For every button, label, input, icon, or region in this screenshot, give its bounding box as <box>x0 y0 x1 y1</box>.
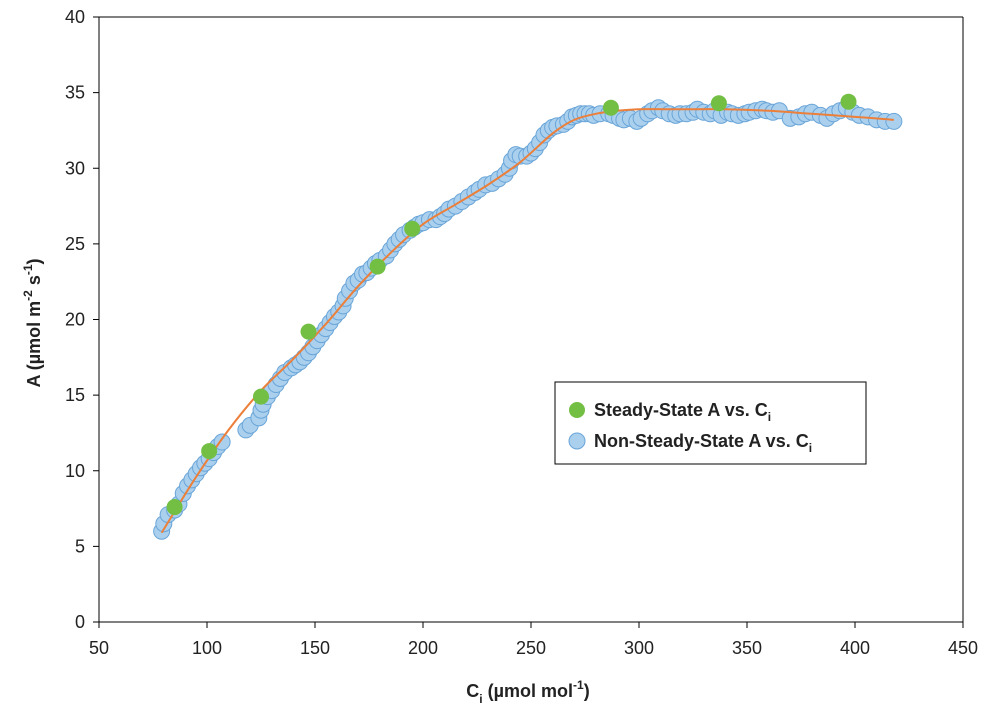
y-tick-label: 35 <box>65 83 85 103</box>
steady-point <box>201 443 218 460</box>
legend-steady-label: Steady-State A vs. Ci <box>594 400 771 424</box>
legend-steady-marker <box>569 402 585 418</box>
y-tick-label: 10 <box>65 461 85 481</box>
steady-point <box>710 95 727 112</box>
legend-nonsteady-marker <box>568 432 586 450</box>
fit-line <box>160 108 894 534</box>
y-tick-label: 5 <box>75 536 85 556</box>
legend-nonsteady-label: Non-Steady-State A vs. Ci <box>594 431 812 455</box>
steady-state-series <box>166 93 857 516</box>
x-tick-label: 100 <box>192 638 222 658</box>
y-tick-labels: 0 5 10 15 20 25 30 35 40 <box>65 7 99 632</box>
legend-box <box>554 381 867 465</box>
x-tick-label: 50 <box>89 638 109 658</box>
x-axis-title: Ci (µmol mol-1) <box>466 678 589 706</box>
x-tick-label: 200 <box>408 638 438 658</box>
non-steady-state-series <box>153 99 903 540</box>
y-tick-label: 20 <box>65 310 85 330</box>
x-tick-label: 400 <box>840 638 870 658</box>
non-steady-point <box>885 112 903 130</box>
steady-point <box>602 99 619 116</box>
steady-point <box>404 220 421 237</box>
x-tick-label: 350 <box>732 638 762 658</box>
x-tick-label: 300 <box>624 638 654 658</box>
steady-point <box>253 388 269 405</box>
steady-point <box>300 323 317 340</box>
steady-point <box>840 93 857 110</box>
y-tick-label: 40 <box>65 7 85 27</box>
y-tick-label: 30 <box>65 158 85 178</box>
y-tick-label: 25 <box>65 234 85 254</box>
steady-point <box>166 499 183 516</box>
x-tick-label: 250 <box>516 638 546 658</box>
fit-line-group <box>160 108 894 534</box>
y-tick-label: 15 <box>65 385 85 405</box>
y-tick-label: 0 <box>75 612 85 632</box>
x-tick-labels: 50 100 150 200 250 300 350 400 450 <box>89 622 978 658</box>
steady-point <box>369 258 386 275</box>
x-tick-label: 450 <box>948 638 978 658</box>
legend: Steady-State A vs. Ci Non-Steady-State A… <box>554 381 867 465</box>
x-tick-label: 150 <box>300 638 330 658</box>
y-axis-title: A (µmol m-2 s-1) <box>21 258 44 387</box>
